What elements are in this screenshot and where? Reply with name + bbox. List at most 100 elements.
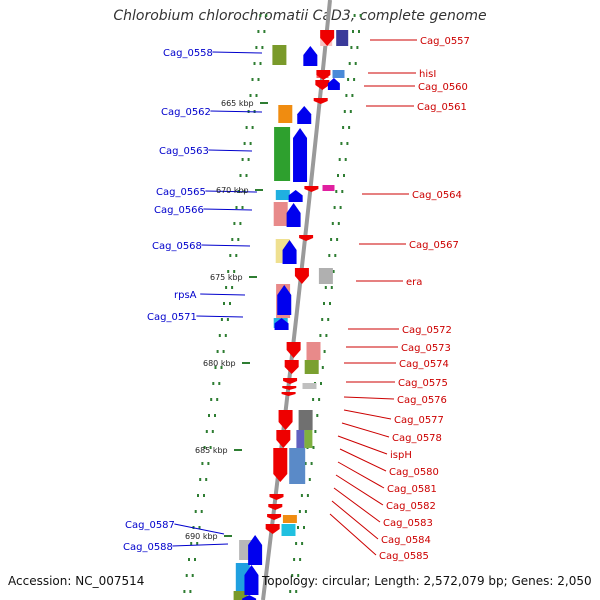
tick-dot xyxy=(245,126,248,129)
tick-dot xyxy=(298,510,301,513)
kbp-scale: 665 kbp 670 kbp 675 kbp 680 kbp 685 kbp 690 k… xyxy=(185,99,268,541)
leader-line xyxy=(329,513,377,556)
forward-gene-arrow xyxy=(303,46,318,66)
reverse-gene-arrow xyxy=(294,268,309,284)
genome-backbone xyxy=(261,0,332,600)
tick-dot xyxy=(253,62,256,65)
tick-dot xyxy=(257,30,260,33)
feature-block xyxy=(318,268,333,284)
forward-gene-arrow xyxy=(297,106,312,124)
tick-dot xyxy=(342,126,345,129)
tick-dot xyxy=(337,222,340,225)
tick-dot xyxy=(198,526,201,529)
tick-dot xyxy=(345,94,348,97)
leader-line xyxy=(205,190,258,193)
reverse-gene-arrow xyxy=(273,448,288,482)
tick-dot xyxy=(348,62,351,65)
tick-dot xyxy=(323,350,326,353)
leader-line xyxy=(335,474,384,506)
leader-line xyxy=(339,448,387,472)
leader-line xyxy=(337,461,385,489)
kbp-tick-label: 690 kbp xyxy=(185,532,218,541)
left-gene-label: Cag_0565 xyxy=(156,187,206,198)
tick-dot xyxy=(205,478,208,481)
feature-block xyxy=(322,185,335,191)
reverse-gene-arrow xyxy=(315,80,330,90)
tick-dot xyxy=(257,78,260,81)
tick-dot xyxy=(212,382,215,385)
tick-dot xyxy=(245,174,248,177)
tick-dot xyxy=(255,46,258,49)
tick-dot xyxy=(344,158,347,161)
leader-line xyxy=(333,487,381,523)
leader-line xyxy=(208,149,253,152)
right-gene-label: Cag_0581 xyxy=(387,484,437,495)
right-gene-label: era xyxy=(406,277,422,288)
tick-dot xyxy=(325,334,328,337)
tick-dot xyxy=(328,254,331,257)
tick-dot xyxy=(207,462,210,465)
tick-dot xyxy=(295,590,298,593)
leader-line xyxy=(337,435,388,455)
feature-block xyxy=(233,591,248,600)
map-title: Chlorobium chlorochromatii CaD3, complet… xyxy=(113,8,487,24)
tick-dot xyxy=(203,446,206,449)
reverse-gene-arrow xyxy=(282,386,297,390)
tick-dot xyxy=(338,158,341,161)
leader-line xyxy=(203,208,253,211)
accession-text: Accession: NC_007514 xyxy=(8,574,145,588)
forward-gene-arrow xyxy=(277,285,292,315)
tick-dot xyxy=(347,78,350,81)
left-gene-label: Cag_0562 xyxy=(161,107,211,118)
reverse-gene-arrow xyxy=(313,98,328,104)
right-gene-label: Cag_0580 xyxy=(389,467,439,478)
tick-dot xyxy=(214,414,216,417)
tick-dot xyxy=(318,398,321,401)
tick-dot xyxy=(330,286,333,289)
tick-dot xyxy=(224,334,227,337)
right-gene-label: Cag_0576 xyxy=(397,395,447,406)
tick-dot xyxy=(235,206,238,209)
tick-dot xyxy=(189,590,192,593)
tick-dot xyxy=(239,174,242,177)
tick-dot xyxy=(289,590,292,593)
forward-gene-arrow xyxy=(327,78,340,90)
kbp-tick-label: 665 kbp xyxy=(221,99,254,108)
tick-dot xyxy=(251,126,254,129)
tick-dot xyxy=(314,430,317,433)
leader-line xyxy=(210,110,263,113)
reverse-gene-arrow xyxy=(284,360,299,374)
tick-dot xyxy=(209,446,212,449)
tick-dot xyxy=(185,574,188,577)
tick-dot xyxy=(304,510,307,513)
feature-block xyxy=(304,360,319,374)
tick-dot xyxy=(331,222,334,225)
right-gene-label: Cag_0575 xyxy=(398,378,448,389)
tick-dot xyxy=(197,494,199,497)
tick-dot xyxy=(201,462,204,465)
tick-dot xyxy=(350,46,353,49)
tick-dot xyxy=(310,462,313,465)
reverse-gene-arrow xyxy=(304,186,319,192)
tick-dot xyxy=(297,526,299,529)
tick-dot xyxy=(261,46,264,49)
tick-dot xyxy=(334,254,337,257)
reverse-gene-arrow xyxy=(320,30,335,46)
tick-dot xyxy=(216,350,219,353)
tick-dot xyxy=(183,590,186,593)
tick-dot xyxy=(233,270,236,273)
reverse-gene-arrow xyxy=(268,504,283,510)
right-gene-label: Cag_0578 xyxy=(392,433,442,444)
right-gene-label: hisI xyxy=(419,69,436,80)
tick-dot xyxy=(339,206,342,209)
tick-dot xyxy=(188,558,190,561)
reverse-gene-arrow xyxy=(299,235,314,241)
tick-dot xyxy=(216,398,219,401)
tick-dot xyxy=(321,366,324,369)
forward-gene-arrow xyxy=(248,535,263,565)
tick-dot xyxy=(203,494,205,497)
tick-dot xyxy=(263,30,266,33)
left-gene-label: Cag_0587 xyxy=(125,520,175,531)
reverse-gene-arrow xyxy=(316,70,331,80)
tick-dot xyxy=(222,350,225,353)
